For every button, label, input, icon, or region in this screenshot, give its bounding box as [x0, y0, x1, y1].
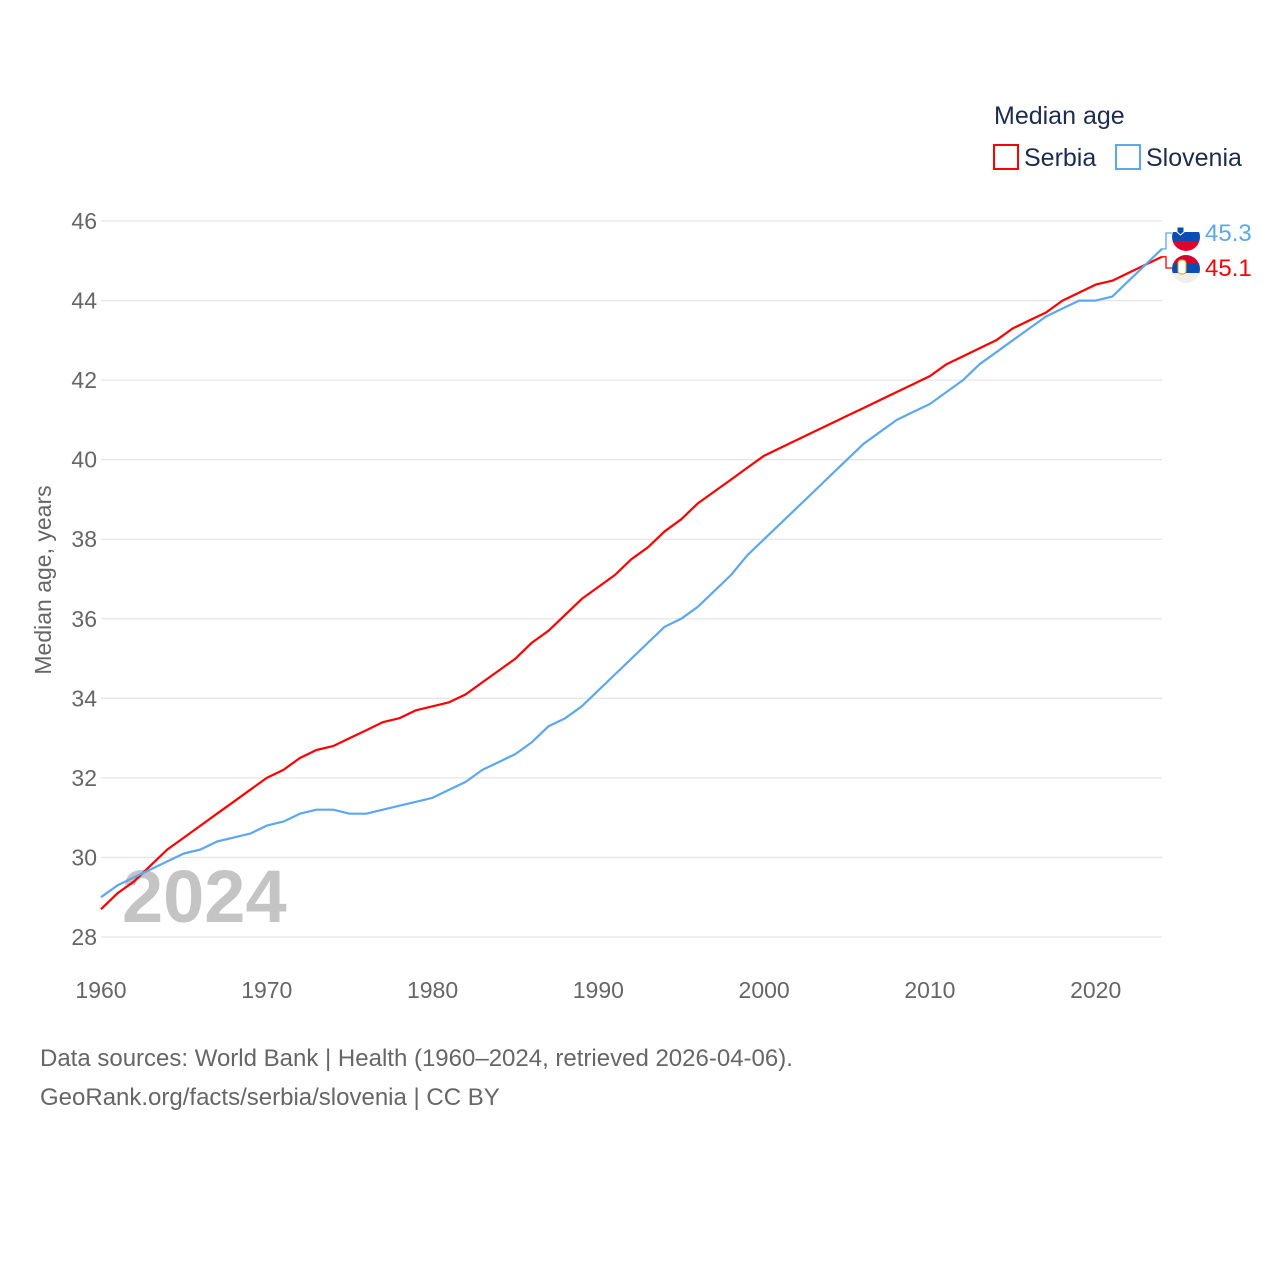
series-line-serbia: [100, 255, 1163, 910]
legend-item-serbia[interactable]: Serbia: [993, 144, 1096, 172]
y-tick-label: 32: [71, 765, 97, 791]
end-label-connector: [1162, 232, 1172, 250]
x-tick-label: 1980: [407, 977, 458, 1003]
y-tick-label: 38: [71, 526, 97, 552]
x-tick-label: 1960: [75, 977, 126, 1003]
slovenia-flag-icon: [1172, 223, 1200, 251]
y-tick-label: 40: [71, 447, 97, 473]
y-tick-label: 42: [71, 367, 97, 393]
x-tick-label: 2000: [739, 977, 790, 1003]
legend-label-serbia: Serbia: [1024, 144, 1096, 172]
x-tick-label: 2020: [1070, 977, 1121, 1003]
y-tick-label: 28: [71, 924, 97, 950]
data-source-text: Data sources: World Bank | Health (1960–…: [40, 1045, 793, 1072]
y-tick-label: 46: [71, 208, 97, 234]
series-line-slovenia: [100, 248, 1163, 899]
y-axis-label: Median age, years: [30, 485, 56, 674]
end-value-label-serbia: 45.1: [1205, 255, 1252, 282]
x-tick-label: 1970: [241, 977, 292, 1003]
end-value-label-slovenia: 45.3: [1205, 220, 1252, 247]
year-watermark: 2024: [122, 855, 287, 938]
x-tick-label: 2010: [904, 977, 955, 1003]
y-tick-label: 44: [71, 288, 97, 314]
x-tick-label: 1990: [573, 977, 624, 1003]
legend-title: Median age: [994, 102, 1125, 130]
attribution-link[interactable]: GeoRank.org/facts/serbia/slovenia | CC B…: [40, 1084, 500, 1111]
y-tick-label: 36: [71, 606, 97, 632]
y-tick-label: 34: [71, 685, 97, 711]
y-tick-label: 30: [71, 844, 97, 870]
legend-item-slovenia[interactable]: Slovenia: [1115, 144, 1242, 172]
end-label-connector: [1162, 256, 1172, 269]
legend-label-slovenia: Slovenia: [1146, 144, 1242, 172]
serbia-flag-icon: [1172, 255, 1200, 283]
legend-swatch-slovenia: [1115, 144, 1141, 170]
legend-swatch-serbia: [993, 144, 1019, 170]
